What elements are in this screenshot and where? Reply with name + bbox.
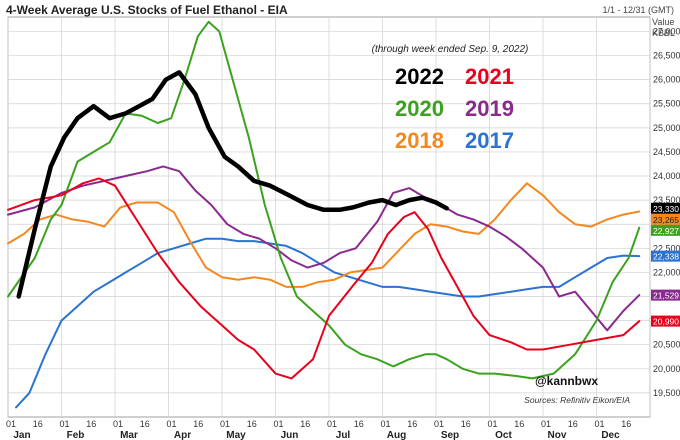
date-range: 1/1 - 12/31 (GMT) [602,5,674,15]
legend-2017: 2017 [465,128,514,153]
x-tick-label: 01 [273,419,283,429]
end-label-2019: 21,529 [653,291,679,301]
month-label: May [226,430,246,440]
x-tick-label: 01 [220,419,230,429]
x-tick-label: 16 [568,419,578,429]
value-axis-label: Value [652,17,674,27]
x-tick-label: 01 [541,419,551,429]
x-tick-label: 16 [354,419,364,429]
x-tick-label: 01 [487,419,497,429]
end-label-box-2019 [651,289,680,301]
x-tick-label: 16 [247,419,257,429]
y-tick-label: 20,000 [653,364,680,374]
series-line-2020 [7,20,641,380]
source-note: Sources: Refinitiv Eikon/EIA [524,395,630,405]
author-handle: @kannbwx [535,374,598,388]
month-label: Mar [120,430,138,440]
x-tick-label: 01 [113,419,123,429]
x-tick-label: 16 [193,419,203,429]
y-tick-label: 25,500 [653,99,680,109]
x-axis-ticks: 01 16 01 16 01 16 01 16 01 16 01 16 01 16 01 16 01 16 01 16… [6,419,631,440]
month-label: Sep [441,430,459,440]
end-label-box-2021 [651,315,680,327]
x-tick-label: 16 [621,419,631,429]
y-tick-label: 25,000 [653,123,680,133]
y-tick-label: 23,500 [653,195,680,205]
legend-2022: 2022 [395,64,444,89]
month-label: Apr [174,430,191,440]
month-label: Jan [13,430,30,440]
series-line-2018 [7,182,641,288]
series-line-2017 [15,237,641,409]
legend-2018: 2018 [395,128,444,153]
x-tick-label: 01 [327,419,337,429]
x-tick-label: 01 [59,419,69,429]
value-unit-label: KBBL [652,28,675,38]
legend-2019: 2019 [465,96,514,121]
chart-subtitle: (through week ended Sep. 9, 2022) [372,44,529,55]
x-tick-label: 16 [86,419,96,429]
month-label: Feb [67,430,85,440]
series-line-2021 [7,177,641,380]
end-label-box-2020 [651,224,680,236]
y-tick-label: 20,500 [653,340,680,350]
x-tick-label: 01 [166,419,176,429]
x-tick-label: 01 [434,419,444,429]
month-label: Dec [601,430,620,440]
series-line-2019 [7,165,641,332]
month-label: Jul [336,430,351,440]
y-tick-label: 22,000 [653,267,680,277]
end-label-box-2018 [651,213,680,225]
y-tick-label: 24,000 [653,171,680,181]
x-tick-label: 16 [140,419,150,429]
month-label: Aug [387,430,406,440]
series-lines [7,20,641,409]
y-tick-label: 26,000 [653,75,680,85]
legend: 2022 2021 2020 2019 2018 2017 [395,64,514,153]
end-label-box-2022 [651,202,680,214]
y-tick-label: 24,500 [653,147,680,157]
x-tick-label: 16 [33,419,43,429]
y-tick-label: 22,500 [653,243,680,253]
legend-2021: 2021 [465,64,514,89]
end-label-2017: 22,338 [653,252,679,262]
x-tick-label: 16 [300,419,310,429]
chart-title: 4-Week Average U.S. Stocks of Fuel Ethan… [6,3,288,17]
end-label-2022: 23,330 [653,204,679,214]
y-tick-label: 27,000 [653,26,680,36]
x-tick-label: 16 [514,419,524,429]
month-label: Oct [495,430,512,440]
end-label-box-2017 [651,250,680,262]
x-tick-label: 01 [594,419,604,429]
series-line-2022 [16,70,449,299]
end-label-2018: 23,265 [653,215,679,225]
x-tick-label: 16 [461,419,471,429]
x-tick-label: 01 [6,419,16,429]
end-label-2020: 22,927 [653,226,679,236]
legend-2020: 2020 [395,96,444,121]
x-tick-label: 16 [407,419,417,429]
month-label: Nov [548,430,567,440]
gridlines [7,17,651,417]
month-label: Jun [281,430,299,440]
y-tick-label: 19,500 [653,388,680,398]
y-tick-label: 26,500 [653,51,680,61]
x-tick-label: 01 [380,419,390,429]
end-label-2021: 20,990 [653,317,679,327]
